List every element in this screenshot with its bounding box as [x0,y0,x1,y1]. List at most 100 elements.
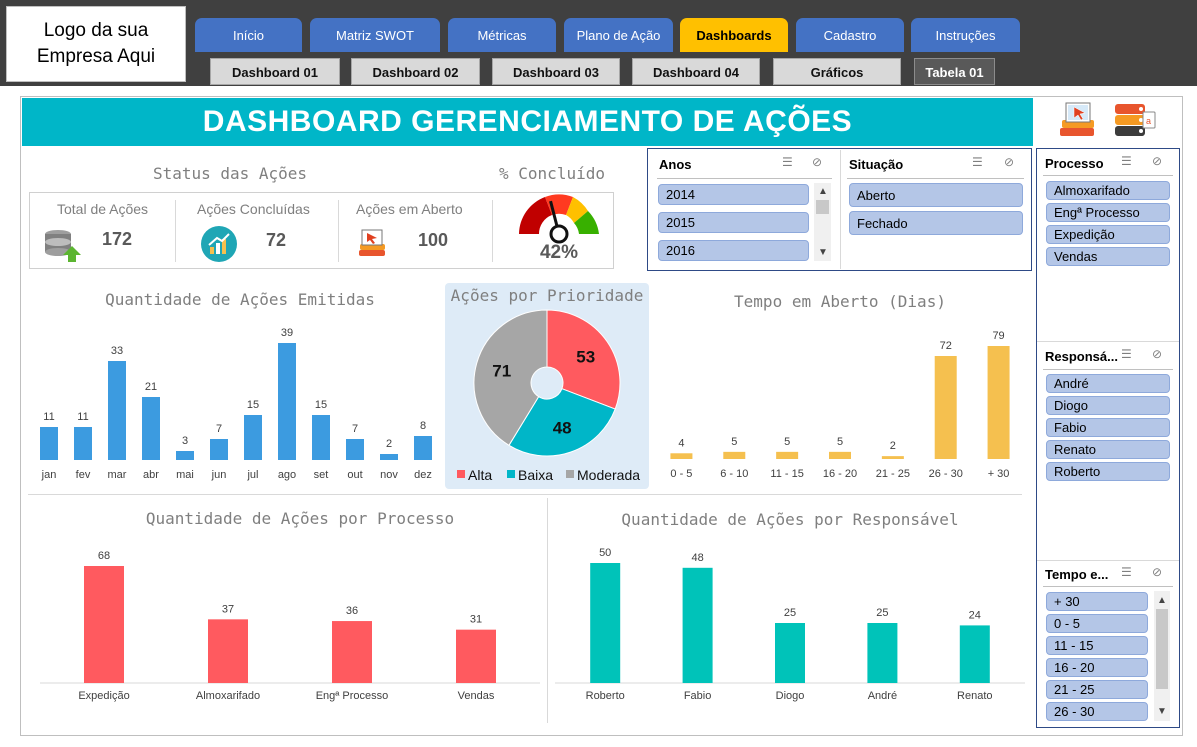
data-label: 2 [890,440,896,452]
category-label: fev [76,469,91,481]
slicer-tempo-item[interactable]: 0 - 5 [1046,614,1148,633]
slicer-situacao-title: Situação [849,157,904,172]
growth-chart-icon [201,226,237,262]
tab-dashboards[interactable]: Dashboards [680,18,788,52]
open-actions-value: 100 [418,230,449,250]
slice-value-label: 71 [492,361,511,380]
multi-select-icon[interactable]: ☰ [782,155,793,169]
subtab-tabela-01[interactable]: Tabela 01 [914,58,995,85]
gauge-title: % Concluído [499,164,605,183]
bar [40,427,58,460]
category-label: ago [278,469,296,481]
subtab-dashboard-04[interactable]: Dashboard 04 [632,58,760,85]
slicer-tempo-item[interactable]: 11 - 15 [1046,636,1148,655]
section-divider [547,498,548,723]
clear-filter-icon[interactable]: ⊘ [1152,154,1163,168]
status-title: Status das Ações [152,164,308,183]
chart-tempo: 4 0 - 5 5 6 - 10 5 11 - 15 5 16 - 20 2 21 - 25 72 2… [670,330,1010,480]
legend-swatch [507,470,515,478]
clear-filter-icon[interactable]: ⊘ [1004,155,1015,169]
clear-filter-icon[interactable]: ⊘ [812,155,823,169]
category-label: jul [246,469,258,481]
category-label: nov [380,469,398,481]
kpi-divider [492,200,493,262]
multi-select-icon[interactable]: ☰ [1121,565,1132,579]
slicer-responsavel-item[interactable]: Roberto [1046,462,1170,481]
slicer-anos-item[interactable]: 2014 [658,184,809,205]
bar [590,563,621,683]
clear-filter-icon[interactable]: ⊘ [1152,565,1163,579]
category-label: André [868,690,897,702]
tab-matriz-swot[interactable]: Matriz SWOT [310,18,440,52]
total-actions-value: 172 [102,229,133,249]
subtab-dashboard-03[interactable]: Dashboard 03 [492,58,620,85]
multi-select-icon[interactable]: ☰ [1121,154,1132,168]
slicer-divider [1037,560,1179,561]
bar [176,451,194,460]
slice-value-label: 53 [576,347,595,366]
slicer-responsavel-item[interactable]: Diogo [1046,396,1170,415]
scroll-thumb[interactable] [816,200,829,214]
subtab-graficos[interactable]: Gráficos [773,58,901,85]
slicer-tempo-item[interactable]: 26 - 30 [1046,702,1148,721]
chart-prioridade: 53 48 71 Alta Baixa Moderada [457,309,640,483]
slicer-header-line [1043,175,1173,176]
bar [959,625,990,683]
slicer-processo-item[interactable]: Vendas [1046,247,1170,266]
tab-instrucoes[interactable]: Instruções [911,18,1020,52]
data-label: 68 [98,550,110,562]
slicer-situacao-item[interactable]: Fechado [849,211,1023,235]
open-actions-label: Ações em Aberto [356,201,463,217]
slicer-header-line [1043,586,1173,587]
data-label: 15 [247,399,259,411]
data-label: 25 [784,607,796,619]
bar [332,621,372,683]
slicer-tempo-item[interactable]: + 30 [1046,592,1148,611]
slicer-tempo-item[interactable]: 16 - 20 [1046,658,1148,677]
slicer-anos-item[interactable]: 2016 [658,240,809,261]
chart-processo-title: Quantidade de Ações por Processo [145,509,455,528]
data-label: 11 [43,411,54,423]
binders-icon[interactable]: a [1113,102,1159,140]
data-label: 33 [111,345,123,357]
pointer-books-icon[interactable] [1058,100,1102,142]
clear-filter-icon[interactable]: ⊘ [1152,347,1163,361]
data-label: 48 [691,552,703,564]
slicer-responsavel-item[interactable]: Renato [1046,440,1170,459]
data-label: 7 [216,423,222,435]
subtab-dashboard-02[interactable]: Dashboard 02 [351,58,480,85]
slicer-processo-item[interactable]: Expedição [1046,225,1170,244]
scroll-up-icon[interactable]: ▲ [1157,595,1167,606]
slicer-processo-item[interactable]: Engª Processo [1046,203,1170,222]
tab-inicio[interactable]: Início [195,18,302,52]
total-actions-label: Total de Ações [57,201,149,217]
bar [414,436,432,460]
slicer-anos-item[interactable]: 2015 [658,212,809,233]
scroll-down-icon[interactable]: ▼ [1157,706,1167,717]
slicer-tempo-item[interactable]: 21 - 25 [1046,680,1148,699]
slicer-responsavel-item[interactable]: Fabio [1046,418,1170,437]
data-label: 39 [281,327,293,339]
slicer-processo-item[interactable]: Almoxarifado [1046,181,1170,200]
bar [278,343,296,460]
category-label: 26 - 30 [929,468,963,480]
scroll-down-icon[interactable]: ▼ [818,247,828,258]
bar [74,427,92,460]
tab-metricas[interactable]: Métricas [448,18,556,52]
scroll-thumb[interactable] [1156,609,1168,689]
multi-select-icon[interactable]: ☰ [1121,347,1132,361]
data-label: 4 [678,437,684,449]
slicer-responsavel-item[interactable]: André [1046,374,1170,393]
legend-swatch [566,470,574,478]
scroll-up-icon[interactable]: ▲ [818,186,828,197]
bar [142,397,160,460]
bar [244,415,262,460]
tab-plano-de-acao[interactable]: Plano de Ação [564,18,673,52]
slicer-situacao-item[interactable]: Aberto [849,183,1023,207]
multi-select-icon[interactable]: ☰ [972,155,983,169]
bar [380,454,398,460]
slicer-header-line [1043,369,1173,370]
status-kpi-box [29,192,614,269]
tab-cadastro[interactable]: Cadastro [796,18,904,52]
subtab-dashboard-01[interactable]: Dashboard 01 [210,58,340,85]
